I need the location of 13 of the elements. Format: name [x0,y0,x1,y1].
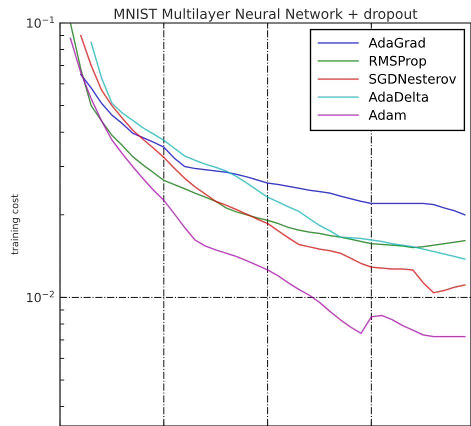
y-tick-label: 10$^{−1}$ [27,16,54,28]
line-series [70,23,466,248]
line-series [70,38,466,338]
legend-label: AdaDelta [368,92,428,102]
y-axis-title: training cost [10,194,20,255]
legend-label: SGDNesterov [369,74,456,84]
chart-title: MNIST Multilayer Neural Network + dropout [114,8,418,22]
line-series [80,34,466,294]
y-tick-label: 10$^{−2}$ [27,290,54,302]
legend-label: AdaGrad [368,38,425,48]
legend-label: RMSProp [370,56,426,68]
legend-label: Adam [368,110,406,120]
line-series [80,74,466,216]
